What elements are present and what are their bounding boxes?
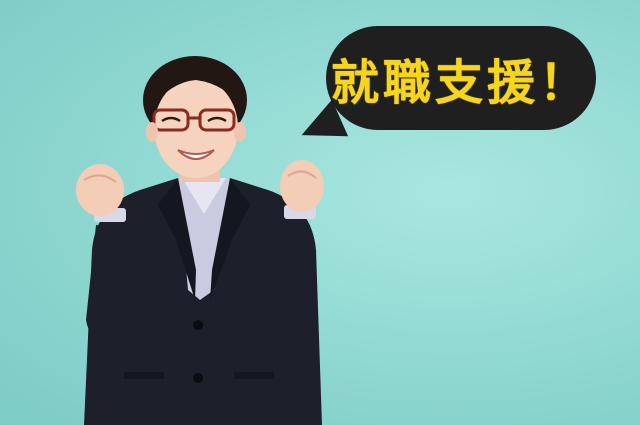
- speech-bubble: 就職支援！: [326, 26, 596, 130]
- speech-bubble-text: 就職支援！: [330, 55, 591, 111]
